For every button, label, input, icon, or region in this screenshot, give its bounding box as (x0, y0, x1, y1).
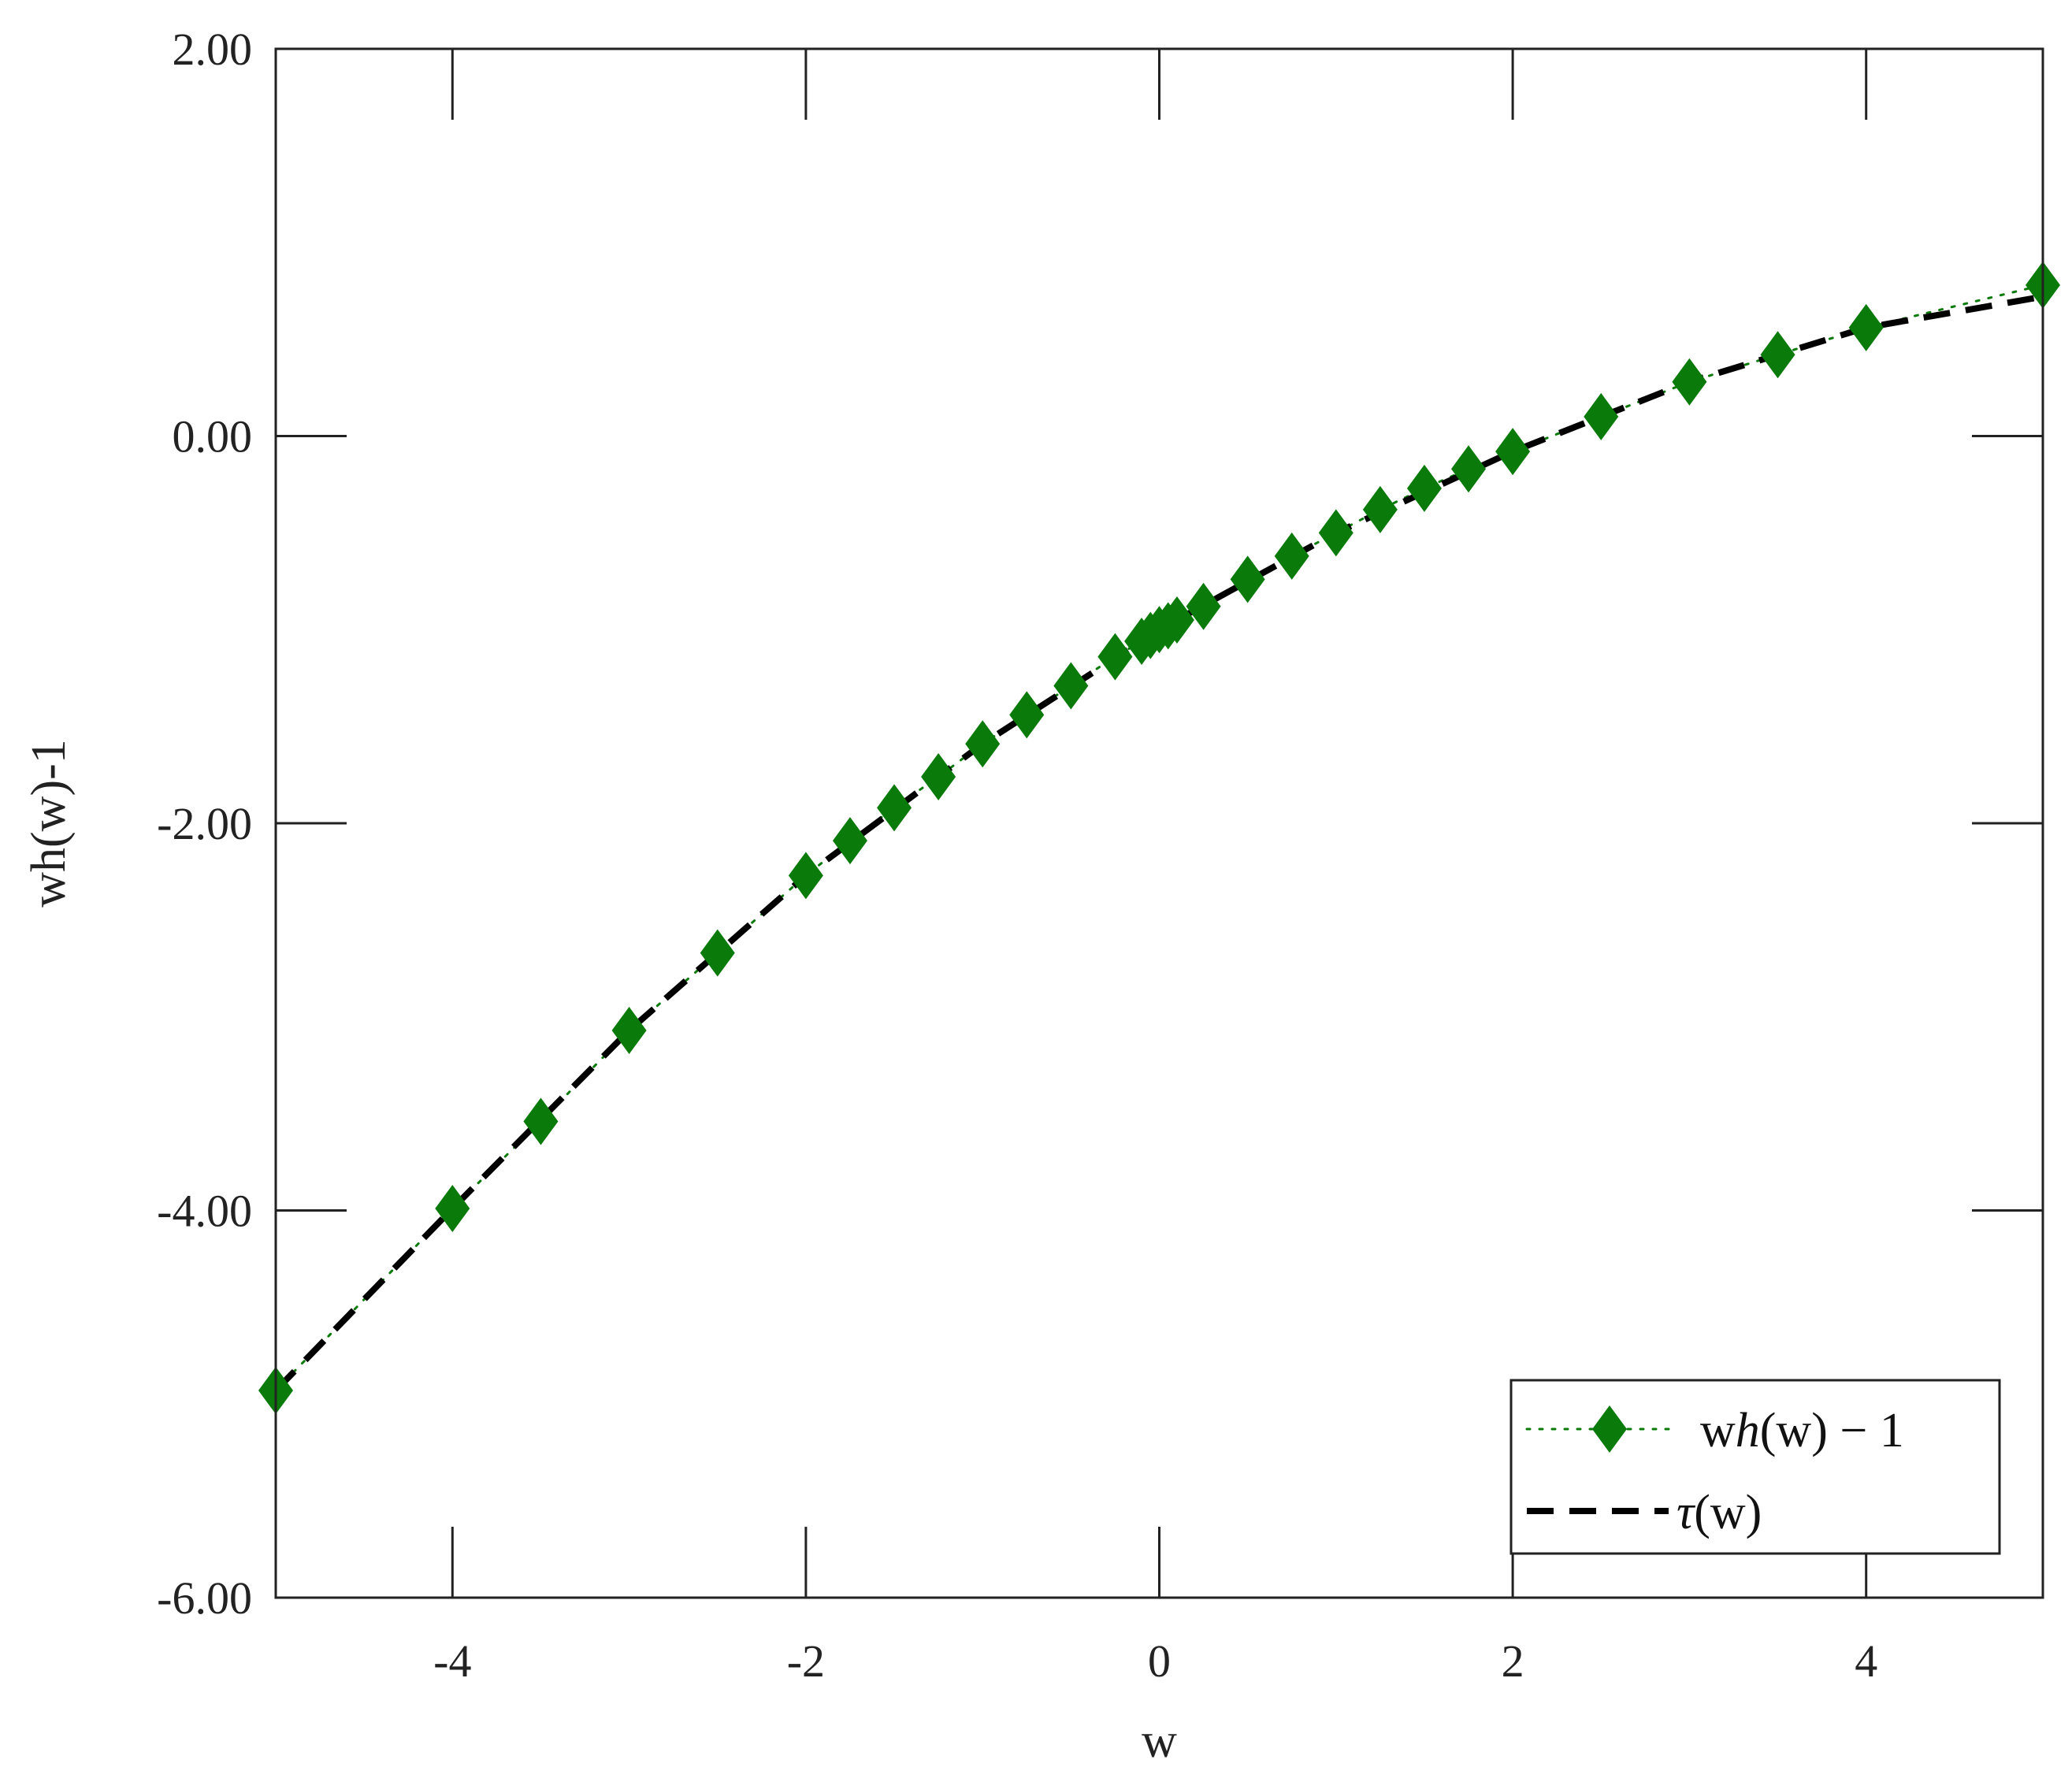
data-point-diamond (611, 1006, 647, 1054)
legend-label-series-2: τ(w) (1677, 1486, 1762, 1539)
data-point-diamond (1848, 303, 1884, 351)
y-tick-label: 0.00 (173, 411, 253, 462)
x-tick-label: 2 (1502, 1635, 1524, 1687)
data-point-diamond (1053, 662, 1089, 710)
legend-swatch-diamond-marker (1592, 1405, 1627, 1453)
y-tick-label: -2.00 (157, 798, 252, 849)
x-tick-label: -2 (787, 1635, 825, 1687)
data-point-diamond (700, 929, 735, 977)
legend-label-1-prefix: w (1700, 1404, 1736, 1457)
y-tick-label: -4.00 (157, 1186, 252, 1237)
y-tick-label: -6.00 (157, 1572, 252, 1624)
data-point-diamond (1186, 582, 1221, 630)
legend-label-1-italic: h (1736, 1404, 1760, 1457)
x-tick-label: 0 (1148, 1635, 1171, 1687)
data-point-diamond (1159, 596, 1194, 644)
data-point-diamond (1672, 358, 1707, 406)
y-tick-label: 2.00 (173, 24, 253, 75)
legend-label-series-1: wh(w) − 1 (1700, 1404, 1904, 1457)
data-point-diamond (921, 753, 956, 801)
axis-tick-labels: -4 -2 0 2 4 -6.00 -4.00 -2.00 0.00 2.00 (157, 24, 1877, 1687)
data-point-diamond (1318, 509, 1353, 557)
data-point-diamond (1097, 633, 1133, 681)
legend-box (1509, 1379, 2001, 1555)
data-point-diamond (1362, 485, 1398, 533)
data-point-diamond (1406, 464, 1442, 512)
data-point-diamond (1584, 392, 1619, 440)
data-point-diamond (877, 784, 912, 832)
data-point-diamond (1230, 555, 1265, 603)
legend-label-2-suffix: (w) (1694, 1486, 1762, 1539)
data-point-diamond (788, 852, 823, 900)
legend-label-1-suffix: (w) − 1 (1760, 1404, 1904, 1457)
data-point-diamond (1495, 428, 1531, 476)
legend-label-2-italic: τ (1677, 1486, 1696, 1539)
data-point-diamond (1760, 331, 1795, 379)
data-point-diamond (1274, 532, 1309, 580)
plot-content (258, 261, 2060, 1415)
data-point-diamond (523, 1097, 559, 1145)
data-point-diamond (1009, 691, 1045, 739)
data-point-diamond (1451, 445, 1487, 493)
x-axis-title: w (1142, 1714, 1177, 1768)
legend: wh(w) − 1 τ(w) (1509, 1379, 2001, 1555)
plot-frame (274, 47, 2044, 1599)
x-tick-label: -4 (433, 1635, 471, 1687)
data-point-diamond (435, 1185, 470, 1233)
data-point-diamond (832, 817, 867, 865)
data-point-diamond (965, 720, 1001, 768)
x-tick-label: 4 (1855, 1635, 1877, 1687)
y-axis-title: wh(w)-1 (22, 739, 76, 908)
